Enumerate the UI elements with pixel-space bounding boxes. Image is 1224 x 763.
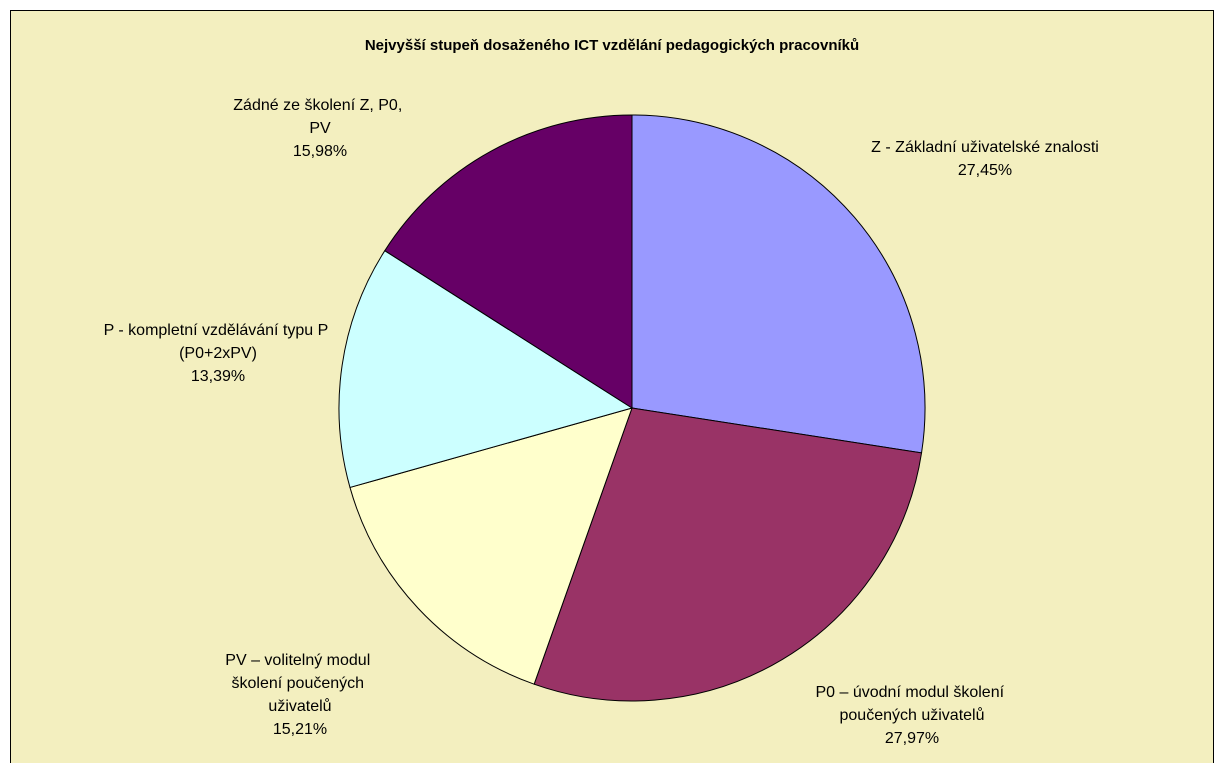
label-line: P0 – úvodní modul školení bbox=[815, 684, 1008, 701]
slice-label: P - kompletní vzdělávání typu P (P0+2xPV… bbox=[104, 322, 333, 362]
label-line: Z - Základní uživatelské znalosti bbox=[871, 139, 1099, 156]
value-label: 13,39% bbox=[191, 368, 245, 385]
slice-label: Z - Základní uživatelské znalosti bbox=[871, 139, 1099, 156]
pie-slice bbox=[349, 407, 633, 685]
label-line: PV – volitelný modul bbox=[225, 652, 374, 669]
label-line: PV bbox=[309, 120, 331, 137]
pie-slice bbox=[384, 114, 633, 409]
value-label: 15,98% bbox=[293, 143, 347, 160]
slice-label: PV – volitelný modul školení poučených u… bbox=[225, 652, 374, 715]
pie-slice bbox=[631, 114, 926, 454]
chart-title: Nejvyšší stupeň dosaženého ICT vzdělání … bbox=[365, 37, 859, 54]
slice-label: Zádné ze školení Z, P0, PV bbox=[233, 97, 406, 137]
value-label: 15,21% bbox=[273, 721, 327, 738]
label-line: Zádné ze školení Z, P0, bbox=[233, 97, 406, 114]
label-line: poučených uživatelů bbox=[840, 706, 985, 724]
slice-label: P0 – úvodní modul školení poučených uživ… bbox=[815, 684, 1008, 724]
label-line: uživatelů bbox=[268, 697, 331, 715]
label-line: školení poučených bbox=[232, 675, 369, 692]
pie-slice bbox=[338, 250, 634, 489]
pie-slice bbox=[533, 407, 923, 702]
value-label: 27,45% bbox=[958, 162, 1012, 179]
label-line: P - kompletní vzdělávání typu P bbox=[104, 322, 333, 339]
label-line: (P0+2xPV) bbox=[179, 345, 257, 362]
value-label: 27,97% bbox=[885, 730, 939, 747]
